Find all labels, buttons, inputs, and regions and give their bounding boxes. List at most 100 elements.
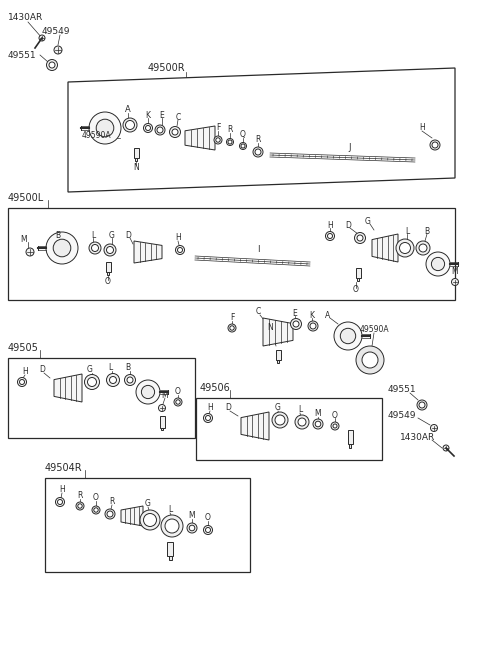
Ellipse shape <box>431 424 437 432</box>
Ellipse shape <box>105 509 115 519</box>
Polygon shape <box>134 241 162 263</box>
Ellipse shape <box>144 123 153 133</box>
Ellipse shape <box>17 377 26 387</box>
Text: E: E <box>293 308 298 318</box>
Text: O: O <box>353 286 359 294</box>
Text: L: L <box>108 363 112 373</box>
Text: Q: Q <box>240 131 246 139</box>
Text: B: B <box>424 227 430 237</box>
Ellipse shape <box>230 326 234 330</box>
Ellipse shape <box>155 125 165 135</box>
Ellipse shape <box>46 232 78 264</box>
Ellipse shape <box>94 508 98 512</box>
Ellipse shape <box>84 375 99 389</box>
Text: C: C <box>175 113 180 123</box>
Text: A: A <box>125 105 131 115</box>
Ellipse shape <box>176 400 180 404</box>
Text: G: G <box>87 365 93 375</box>
Ellipse shape <box>355 233 365 243</box>
Ellipse shape <box>145 125 151 131</box>
Ellipse shape <box>178 247 182 253</box>
Ellipse shape <box>426 252 450 276</box>
Ellipse shape <box>357 235 363 241</box>
Text: R: R <box>255 135 261 145</box>
Text: O: O <box>332 410 338 420</box>
Text: N: N <box>267 324 273 333</box>
Ellipse shape <box>298 418 306 426</box>
Text: 49500L: 49500L <box>8 193 44 203</box>
Ellipse shape <box>416 241 430 255</box>
Text: F: F <box>216 123 220 133</box>
Text: 49551: 49551 <box>388 385 417 394</box>
Ellipse shape <box>214 136 222 144</box>
Text: 49551: 49551 <box>8 50 36 60</box>
Ellipse shape <box>140 510 160 530</box>
Ellipse shape <box>443 445 449 451</box>
Ellipse shape <box>142 385 155 398</box>
Text: R: R <box>109 497 115 507</box>
Text: B: B <box>125 363 131 373</box>
Polygon shape <box>45 478 250 572</box>
Ellipse shape <box>104 244 116 256</box>
Ellipse shape <box>107 373 120 387</box>
Ellipse shape <box>125 121 134 129</box>
Ellipse shape <box>123 118 137 132</box>
Text: 1430AR: 1430AR <box>8 13 43 23</box>
Text: D: D <box>39 365 45 375</box>
Ellipse shape <box>417 400 427 410</box>
Bar <box>349 444 351 448</box>
Ellipse shape <box>78 504 82 509</box>
Text: H: H <box>59 485 65 495</box>
Ellipse shape <box>127 377 133 383</box>
Polygon shape <box>121 506 143 526</box>
Ellipse shape <box>275 415 285 425</box>
Ellipse shape <box>327 233 333 239</box>
Ellipse shape <box>174 398 182 406</box>
Ellipse shape <box>92 506 100 514</box>
Ellipse shape <box>39 35 45 41</box>
Text: L: L <box>298 406 302 414</box>
Text: O: O <box>205 514 211 522</box>
Ellipse shape <box>107 247 113 253</box>
Ellipse shape <box>49 62 55 68</box>
Polygon shape <box>8 208 455 300</box>
Text: 49590A: 49590A <box>82 131 112 139</box>
Ellipse shape <box>53 239 71 257</box>
Text: O: O <box>175 387 181 396</box>
Text: M: M <box>21 235 27 245</box>
Text: O: O <box>105 278 111 286</box>
Ellipse shape <box>362 352 378 368</box>
Text: D: D <box>345 221 351 229</box>
Ellipse shape <box>92 245 98 251</box>
Text: K: K <box>310 310 314 320</box>
Ellipse shape <box>158 404 166 412</box>
Ellipse shape <box>58 499 62 505</box>
Ellipse shape <box>240 143 247 149</box>
Polygon shape <box>263 318 293 346</box>
Bar <box>107 272 109 274</box>
Ellipse shape <box>419 402 425 408</box>
Ellipse shape <box>76 502 84 510</box>
Ellipse shape <box>157 127 163 133</box>
Ellipse shape <box>255 149 261 155</box>
Bar <box>106 262 110 272</box>
Ellipse shape <box>325 231 335 241</box>
Ellipse shape <box>241 144 245 148</box>
Text: 49506: 49506 <box>200 383 231 393</box>
Ellipse shape <box>228 324 236 332</box>
Ellipse shape <box>204 526 213 534</box>
Ellipse shape <box>187 523 197 533</box>
Text: 49505: 49505 <box>8 343 39 353</box>
Bar <box>161 428 163 430</box>
Ellipse shape <box>419 244 427 252</box>
Text: C: C <box>255 308 261 316</box>
Text: G: G <box>109 231 115 241</box>
Ellipse shape <box>432 257 444 271</box>
Ellipse shape <box>169 127 180 137</box>
Ellipse shape <box>396 239 414 257</box>
Text: L: L <box>91 231 95 241</box>
Ellipse shape <box>272 412 288 428</box>
Text: R: R <box>77 491 83 501</box>
Text: 49590A: 49590A <box>360 326 390 335</box>
Ellipse shape <box>356 346 384 374</box>
